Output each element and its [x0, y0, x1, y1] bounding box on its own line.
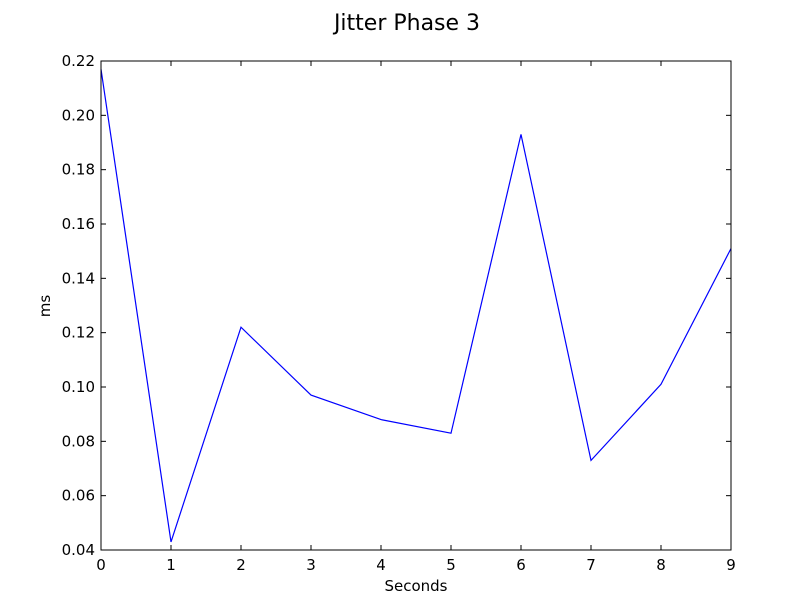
y-tick-label: 0.20 — [62, 106, 95, 124]
plot-frame — [100, 60, 732, 551]
x-tick-label: 6 — [516, 556, 526, 574]
y-tick-label: 0.16 — [62, 215, 95, 233]
y-tick-label: 0.22 — [62, 52, 95, 70]
y-tick-label: 0.06 — [62, 487, 95, 505]
y-tick-label: 0.12 — [62, 324, 95, 342]
series-line — [100, 69, 732, 543]
y-tick-label: 0.08 — [62, 432, 95, 450]
y-axis: 0.04 0.06 0.08 0.10 0.12 0.14 0.16 0.18 0.20 0.22 — [62, 52, 731, 559]
series-layer — [100, 69, 732, 543]
y-axis-label: ms — [36, 295, 54, 318]
x-tick-label: 3 — [306, 556, 316, 574]
y-tick-label: 0.04 — [62, 541, 95, 559]
x-tick-label: 0 — [96, 556, 106, 574]
x-tick-label: 7 — [586, 556, 596, 574]
chart-title: Jitter Phase 3 — [332, 11, 480, 36]
x-tick-label: 9 — [726, 556, 736, 574]
y-tick-label: 0.10 — [62, 378, 95, 396]
x-axis-label: Seconds — [384, 577, 447, 595]
x-axis: 0 1 2 3 4 5 6 7 8 9 — [96, 61, 736, 574]
x-tick-label: 8 — [656, 556, 666, 574]
x-tick-label: 1 — [166, 556, 176, 574]
plot-area — [100, 60, 732, 551]
x-tick-label: 2 — [236, 556, 246, 574]
x-tick-label: 5 — [446, 556, 456, 574]
x-tick-label: 4 — [376, 556, 386, 574]
y-tick-label: 0.14 — [62, 269, 95, 287]
y-tick-label: 0.18 — [62, 161, 95, 179]
